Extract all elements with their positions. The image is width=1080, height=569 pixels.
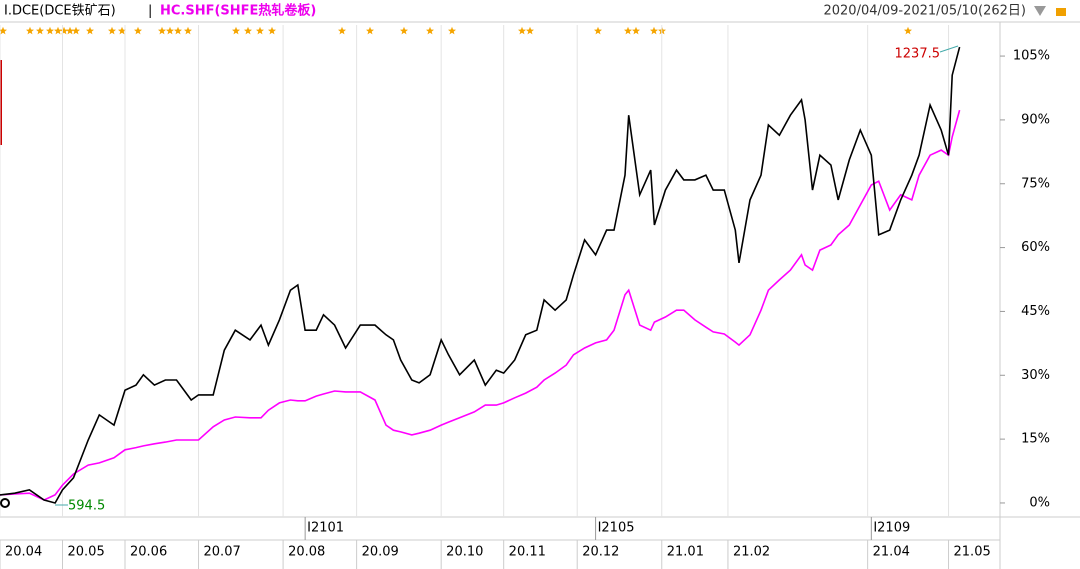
event-star bbox=[338, 26, 346, 35]
event-star bbox=[118, 26, 126, 35]
event-star bbox=[244, 26, 252, 35]
event-star bbox=[184, 26, 192, 35]
event-star bbox=[518, 26, 526, 35]
event-star bbox=[650, 26, 658, 35]
event-star bbox=[594, 26, 602, 35]
series-1-title: I.DCE(DCE铁矿石) bbox=[4, 4, 116, 19]
y-tick-label: 15% bbox=[1021, 432, 1050, 447]
y-tick-label: 45% bbox=[1021, 304, 1050, 319]
start-marker bbox=[0, 498, 10, 508]
event-star bbox=[166, 26, 174, 35]
y-tick-label: 0% bbox=[1029, 495, 1050, 510]
contract-label: I2101 bbox=[307, 521, 344, 536]
edge-marker bbox=[0, 60, 2, 145]
x-tick-label: 20.04 bbox=[5, 545, 42, 560]
event-star bbox=[268, 26, 276, 35]
event-star bbox=[0, 26, 7, 35]
series-2-title: HC.SHF(SHFE热轧卷板) bbox=[160, 3, 316, 19]
event-star bbox=[904, 26, 912, 35]
event-star bbox=[256, 26, 264, 35]
event-star bbox=[54, 26, 62, 35]
x-tick-label: 20.11 bbox=[509, 545, 546, 560]
event-star bbox=[134, 26, 142, 35]
min-label: 594.5 bbox=[68, 499, 105, 514]
x-tick-label: 20.12 bbox=[582, 545, 619, 560]
date-range: 2020/04/09-2021/05/10(262日) bbox=[823, 4, 1026, 19]
event-star bbox=[66, 26, 74, 35]
event-star bbox=[232, 26, 240, 35]
event-star bbox=[158, 26, 166, 35]
event-star bbox=[174, 26, 182, 35]
x-tick-label: 20.08 bbox=[288, 545, 325, 560]
series-line bbox=[0, 46, 961, 504]
event-star bbox=[400, 26, 408, 35]
max-label: 1237.5 bbox=[895, 47, 941, 62]
series-line bbox=[0, 109, 961, 501]
separator: | bbox=[148, 4, 152, 19]
contract-label: I2105 bbox=[598, 521, 635, 536]
event-star bbox=[36, 26, 44, 35]
event-star bbox=[26, 26, 34, 35]
event-star bbox=[624, 26, 632, 35]
y-tick-label: 105% bbox=[1013, 49, 1050, 64]
y-tick-label: 60% bbox=[1021, 240, 1050, 255]
event-star bbox=[426, 26, 434, 35]
x-tick-label: 20.09 bbox=[362, 545, 399, 560]
event-star bbox=[366, 26, 374, 35]
y-tick-label: 30% bbox=[1021, 368, 1050, 383]
x-tick-label: 20.07 bbox=[204, 545, 241, 560]
event-star bbox=[526, 26, 534, 35]
event-star bbox=[46, 26, 54, 35]
max-pointer bbox=[939, 45, 959, 53]
x-tick-label: 21.01 bbox=[667, 545, 704, 560]
event-star bbox=[72, 26, 80, 35]
x-tick-label: 21.02 bbox=[733, 545, 770, 560]
x-tick-label: 20.05 bbox=[68, 545, 105, 560]
contract-label: I2109 bbox=[873, 521, 910, 536]
y-tick-label: 90% bbox=[1021, 112, 1050, 127]
x-tick-label: 21.04 bbox=[873, 545, 910, 560]
dropdown-icon[interactable] bbox=[1034, 6, 1046, 16]
x-tick-label: 20.10 bbox=[446, 545, 483, 560]
event-star bbox=[60, 26, 68, 35]
y-tick-label: 75% bbox=[1021, 176, 1050, 191]
event-star bbox=[448, 26, 456, 35]
lock-icon[interactable] bbox=[1056, 8, 1066, 16]
x-tick-label: 20.06 bbox=[130, 545, 167, 560]
event-star bbox=[632, 26, 640, 35]
x-tick-label: 21.05 bbox=[954, 545, 991, 560]
event-star bbox=[108, 26, 116, 35]
event-star bbox=[86, 26, 94, 35]
